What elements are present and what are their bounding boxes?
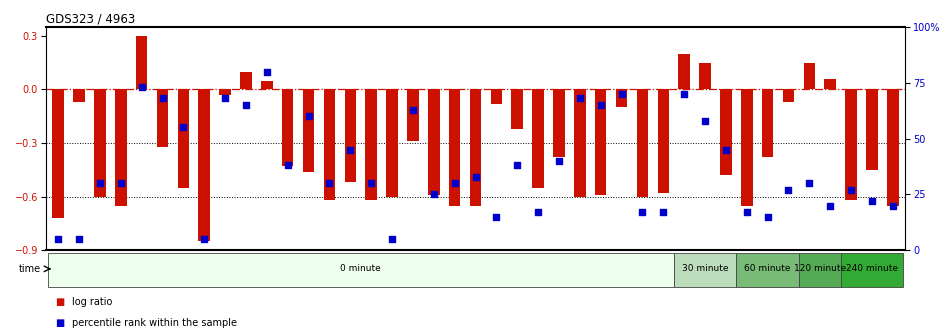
Bar: [799, 253, 841, 287]
Bar: [783, 89, 794, 102]
Bar: [302, 89, 314, 172]
Point: [176, 125, 191, 130]
Point: [614, 91, 630, 97]
Point: [531, 210, 546, 215]
Point: [739, 210, 754, 215]
Bar: [52, 89, 64, 218]
Point: [197, 237, 212, 242]
Point: [260, 69, 275, 74]
Point: [363, 180, 378, 186]
Bar: [657, 89, 670, 193]
Text: 120 minute: 120 minute: [794, 264, 845, 274]
Bar: [866, 89, 878, 170]
Point: [301, 114, 316, 119]
Point: [864, 199, 880, 204]
Point: [823, 203, 838, 208]
Point: [802, 180, 817, 186]
Bar: [636, 89, 649, 197]
Bar: [428, 89, 439, 195]
Point: [844, 187, 859, 193]
Bar: [720, 89, 731, 175]
Bar: [386, 89, 398, 197]
Text: 30 minute: 30 minute: [682, 264, 728, 274]
Bar: [574, 89, 586, 197]
Bar: [365, 89, 377, 200]
Point: [655, 210, 670, 215]
Bar: [736, 253, 799, 287]
Point: [50, 237, 66, 242]
Text: ■: ■: [55, 318, 65, 328]
Bar: [762, 89, 773, 157]
Point: [593, 102, 609, 108]
Point: [239, 102, 254, 108]
Bar: [699, 62, 710, 89]
Point: [489, 214, 504, 219]
Bar: [673, 253, 736, 287]
Point: [760, 214, 775, 219]
Bar: [804, 62, 815, 89]
Point: [510, 163, 525, 168]
Text: GDS323 / 4963: GDS323 / 4963: [46, 13, 135, 26]
Point: [552, 158, 567, 164]
Bar: [94, 89, 106, 197]
Bar: [841, 253, 903, 287]
Bar: [741, 89, 752, 206]
Point: [718, 147, 733, 153]
Bar: [73, 89, 85, 102]
Point: [92, 180, 107, 186]
Bar: [241, 72, 252, 89]
Bar: [344, 89, 356, 182]
Bar: [262, 81, 273, 89]
Bar: [136, 36, 147, 89]
Point: [426, 192, 441, 197]
Bar: [533, 89, 544, 188]
Bar: [825, 79, 836, 89]
Point: [71, 237, 87, 242]
Bar: [220, 89, 231, 95]
Point: [468, 174, 483, 179]
Text: 60 minute: 60 minute: [745, 264, 791, 274]
Point: [635, 210, 650, 215]
Bar: [449, 89, 460, 206]
Bar: [115, 89, 126, 206]
Point: [781, 187, 796, 193]
Bar: [512, 89, 523, 129]
Point: [321, 180, 337, 186]
Bar: [407, 89, 418, 141]
Bar: [281, 89, 294, 166]
Bar: [887, 89, 899, 206]
Point: [573, 96, 588, 101]
Point: [676, 91, 691, 97]
Bar: [553, 89, 565, 157]
Bar: [616, 89, 628, 107]
Point: [697, 118, 712, 123]
Point: [405, 107, 420, 112]
Text: ■: ■: [55, 297, 65, 307]
Text: time: time: [19, 264, 41, 274]
Point: [885, 203, 901, 208]
Text: percentile rank within the sample: percentile rank within the sample: [72, 318, 238, 328]
Point: [113, 180, 128, 186]
Text: 0 minute: 0 minute: [340, 264, 381, 274]
Point: [281, 163, 296, 168]
Point: [342, 147, 358, 153]
Point: [134, 85, 149, 90]
Point: [384, 237, 399, 242]
Point: [155, 96, 170, 101]
Text: log ratio: log ratio: [72, 297, 112, 307]
Bar: [595, 89, 607, 195]
Bar: [48, 253, 673, 287]
Text: 240 minute: 240 minute: [846, 264, 898, 274]
Point: [218, 96, 233, 101]
Bar: [491, 89, 502, 104]
Bar: [323, 89, 335, 200]
Bar: [845, 89, 857, 200]
Bar: [470, 89, 481, 206]
Bar: [157, 89, 168, 146]
Bar: [199, 89, 210, 241]
Bar: [678, 54, 689, 89]
Bar: [178, 89, 189, 188]
Point: [447, 180, 462, 186]
